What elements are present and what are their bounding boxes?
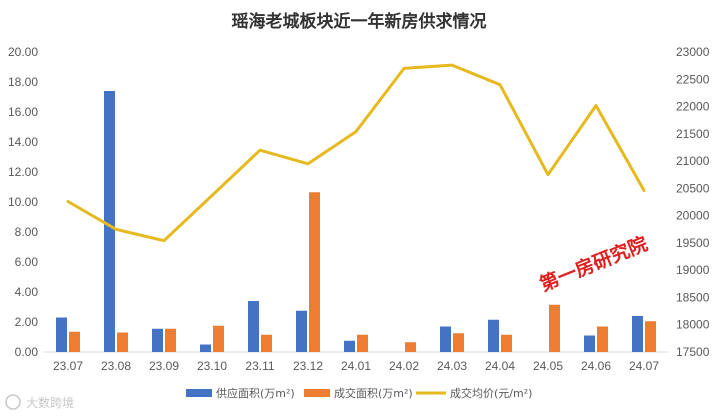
y-left-tick-label: 18.00: [8, 75, 38, 89]
y-right-tick-label: 22000: [676, 100, 710, 114]
supply-bar: [104, 91, 115, 352]
sales-bar: [309, 192, 320, 352]
logo: 大数跨境: [5, 394, 74, 410]
x-tick-label: 23.09: [149, 359, 179, 373]
sales-bar: [645, 321, 656, 352]
sales-bar: [261, 334, 272, 352]
y-right-tick-label: 21000: [676, 154, 710, 168]
legend-supply-swatch: [186, 389, 212, 397]
x-tick-label: 24.07: [629, 359, 659, 373]
y-left-tick-label: 0.00: [15, 345, 39, 359]
sales-bar: [597, 326, 608, 352]
x-tick-label: 24.04: [485, 359, 515, 373]
y-left-tick-label: 10.00: [8, 195, 38, 209]
x-tick-label: 23.10: [197, 359, 227, 373]
x-tick-label: 23.08: [101, 359, 131, 373]
supply-bar: [440, 326, 451, 352]
x-tick-label: 24.03: [437, 359, 467, 373]
y-left-tick-label: 4.00: [15, 285, 39, 299]
supply-bar: [296, 310, 307, 352]
y-left-tick-label: 6.00: [15, 255, 39, 269]
x-tick-label: 24.06: [581, 359, 611, 373]
y-left-tick-label: 8.00: [15, 225, 39, 239]
supply-bar: [248, 301, 259, 352]
sales-bar: [117, 332, 128, 352]
x-tick-label: 24.05: [533, 359, 563, 373]
y-right-tick-label: 20500: [676, 181, 710, 195]
y-right-tick-label: 22500: [676, 72, 710, 86]
y-left-tick-label: 16.00: [8, 105, 38, 119]
supply-bar: [152, 328, 163, 352]
y-left-tick-label: 12.00: [8, 165, 38, 179]
x-tick-label: 23.07: [53, 359, 83, 373]
sales-bar: [357, 334, 368, 352]
y-right-tick-label: 20000: [676, 209, 710, 223]
price-line: [66, 63, 646, 243]
supply-bar: [584, 335, 595, 352]
y-right-tick-label: 18000: [676, 318, 710, 332]
y-right-tick-label: 23000: [676, 45, 710, 59]
logo-icon: [5, 394, 21, 410]
legend-sales-label: 成交面积(万m²): [334, 386, 413, 400]
supply-bar: [632, 316, 643, 352]
supply-bar: [488, 319, 499, 352]
y-right-tick-label: 18500: [676, 290, 710, 304]
sales-bar: [165, 328, 176, 352]
sales-bar: [213, 325, 224, 352]
y-left-tick-label: 2.00: [15, 315, 39, 329]
y-right-tick-label: 17500: [676, 345, 710, 359]
sales-bar: [549, 304, 560, 352]
sales-bar: [405, 342, 416, 352]
supply-bar: [200, 344, 211, 352]
axes: 0.00 2.00 4.00 6.00 8.00 10.00 12.00 14.00 16.00…: [8, 45, 710, 373]
supply-bar: [56, 317, 67, 352]
legend-sales-swatch: [304, 389, 330, 397]
y-right-tick-label: 21500: [676, 127, 710, 141]
y-right-tick-label: 19000: [676, 263, 710, 277]
legend-supply-label: 供应面积(万m²): [216, 386, 295, 400]
x-tick-label: 24.01: [341, 359, 371, 373]
sales-bar: [69, 331, 80, 352]
watermark-text: 第一房研究院: [536, 232, 650, 296]
y-left-tick-label: 14.00: [8, 135, 38, 149]
y-right-tick-label: 19500: [676, 236, 710, 250]
x-tick-label: 24.02: [389, 359, 419, 373]
bars: [56, 91, 656, 352]
supply-bar: [344, 340, 355, 352]
legend: 供应面积(万m²) 成交面积(万m²) 成交均价(元/m²): [186, 386, 532, 400]
logo-text: 大数跨境: [26, 395, 74, 410]
legend-price-label: 成交均价(元/m²): [450, 386, 532, 400]
x-tick-label: 23.11: [245, 359, 274, 373]
price-line-path: [66, 63, 646, 243]
sales-bar: [453, 333, 464, 352]
sales-bar: [501, 334, 512, 352]
y-left-tick-label: 20.00: [8, 45, 38, 59]
chart-title: 瑶海老城板块近一年新房供求情况: [232, 11, 487, 32]
x-tick-label: 23.12: [293, 359, 323, 373]
